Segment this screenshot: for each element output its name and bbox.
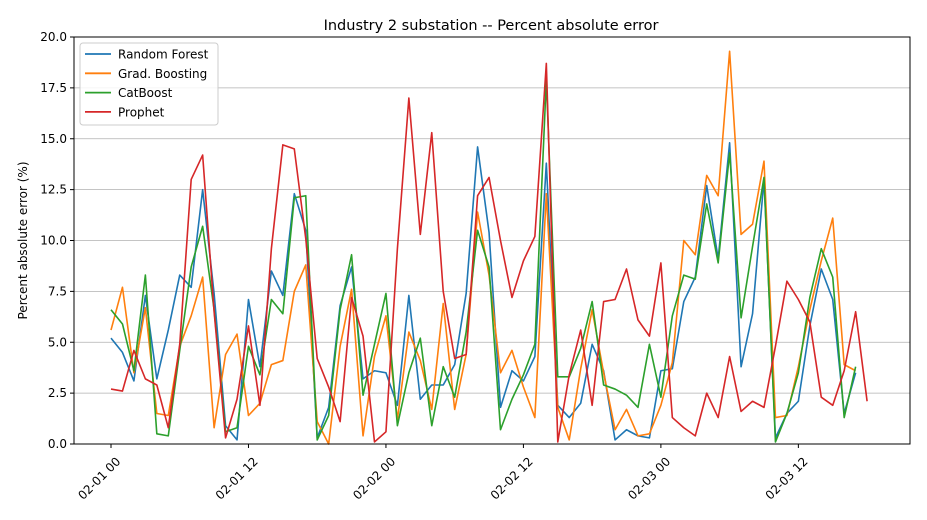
series-line-catboost xyxy=(110,78,857,443)
chart-title: Industry 2 substation -- Percent absolut… xyxy=(324,18,659,34)
series-line-prophet xyxy=(110,62,868,443)
legend-label: CatBoost xyxy=(118,86,173,100)
y-tick-label: 12.5 xyxy=(40,183,67,197)
y-tick-label: 17.5 xyxy=(40,81,67,95)
legend-label: Prophet xyxy=(118,105,165,119)
y-tick-label: 20.0 xyxy=(40,30,67,44)
legend-label: Grad. Boosting xyxy=(118,67,207,81)
y-tick-label: 5.0 xyxy=(48,335,67,349)
y-tick-label: 2.5 xyxy=(48,386,67,400)
legend-label: Random Forest xyxy=(118,48,209,62)
y-axis-label: Percent absolute error (%) xyxy=(16,161,30,319)
legend-box xyxy=(79,42,219,126)
series-line-grad-boosting xyxy=(110,50,857,445)
series-lines xyxy=(110,50,868,445)
y-tick-label: 15.0 xyxy=(40,132,67,146)
y-tick-label: 7.5 xyxy=(48,284,67,298)
y-axis: 0.0 2.5 5.0 7.5 10.0 12.5 15.0 17.5 20.0 xyxy=(40,30,74,451)
y-tick-label: 0.0 xyxy=(48,437,67,451)
legend: Random Forest Grad. Boosting CatBoost Proph… xyxy=(79,42,219,126)
y-tick-label: 10.0 xyxy=(40,234,67,248)
